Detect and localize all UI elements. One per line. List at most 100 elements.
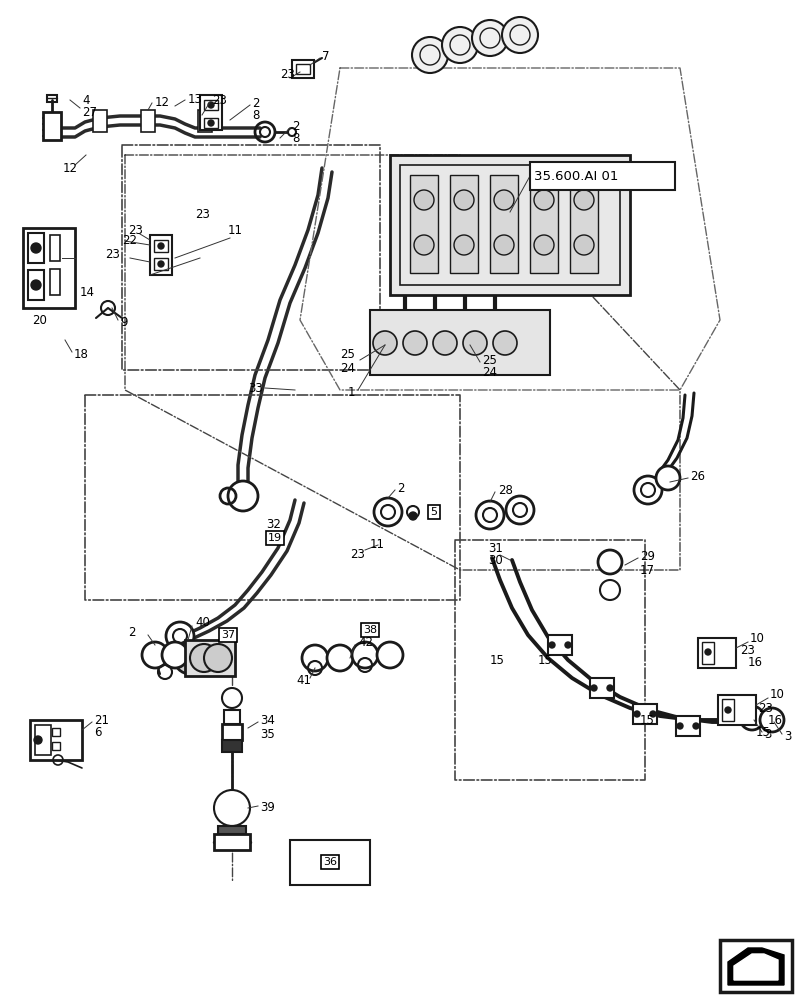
Text: 34: 34 <box>260 714 275 726</box>
Bar <box>28 270 44 300</box>
Circle shape <box>633 476 661 504</box>
Circle shape <box>372 331 397 355</box>
Text: 2: 2 <box>397 482 404 494</box>
Circle shape <box>655 466 679 490</box>
Bar <box>676 716 699 736</box>
Text: 33: 33 <box>247 381 263 394</box>
Text: 23: 23 <box>739 644 754 656</box>
Bar <box>719 940 791 992</box>
Bar <box>52 728 60 736</box>
Bar <box>296 64 310 74</box>
Text: 29: 29 <box>639 550 654 562</box>
Bar <box>633 704 656 724</box>
Text: 15: 15 <box>755 726 770 738</box>
Text: 30: 30 <box>487 554 502 566</box>
Text: 24: 24 <box>482 366 496 379</box>
Circle shape <box>548 642 554 648</box>
Circle shape <box>607 685 612 691</box>
Text: 25: 25 <box>340 349 354 361</box>
Circle shape <box>414 235 433 255</box>
Circle shape <box>31 280 41 290</box>
Text: 32: 32 <box>266 518 281 532</box>
Circle shape <box>462 331 487 355</box>
Circle shape <box>158 261 164 267</box>
Bar <box>217 826 246 834</box>
Bar <box>204 118 217 128</box>
Bar <box>198 110 212 132</box>
Circle shape <box>676 723 682 729</box>
Text: 2: 2 <box>292 120 299 133</box>
Text: 41: 41 <box>296 674 311 686</box>
Text: 23: 23 <box>350 548 364 562</box>
Circle shape <box>162 642 188 668</box>
Text: 8: 8 <box>251 109 259 122</box>
Bar <box>52 742 60 750</box>
Circle shape <box>493 235 513 255</box>
Circle shape <box>649 711 655 717</box>
Circle shape <box>202 642 234 674</box>
Circle shape <box>492 331 517 355</box>
Circle shape <box>190 644 217 672</box>
Circle shape <box>165 622 194 650</box>
Text: 24: 24 <box>340 361 354 374</box>
Bar <box>221 724 242 740</box>
Text: 1: 1 <box>348 385 355 398</box>
Bar <box>141 110 155 132</box>
Bar <box>35 725 51 755</box>
Bar <box>590 678 613 698</box>
Text: 8: 8 <box>292 132 299 145</box>
Circle shape <box>633 711 639 717</box>
Circle shape <box>599 580 620 600</box>
Text: 18: 18 <box>74 348 88 360</box>
Circle shape <box>414 190 433 210</box>
Circle shape <box>573 190 594 210</box>
Circle shape <box>327 645 353 671</box>
Circle shape <box>288 128 296 136</box>
Text: 5: 5 <box>430 507 437 517</box>
Bar <box>530 175 557 273</box>
Text: 13: 13 <box>188 93 203 106</box>
Circle shape <box>411 37 448 73</box>
Text: 28: 28 <box>497 484 513 496</box>
Text: 11: 11 <box>370 538 384 552</box>
Text: 31: 31 <box>487 542 502 554</box>
Text: 23: 23 <box>128 225 143 237</box>
Circle shape <box>453 190 474 210</box>
Bar <box>224 710 240 724</box>
Circle shape <box>471 20 508 56</box>
Bar <box>28 233 44 263</box>
Text: 10: 10 <box>749 632 764 645</box>
Bar <box>410 175 437 273</box>
Circle shape <box>564 642 570 648</box>
Bar <box>185 640 234 676</box>
Circle shape <box>208 102 214 108</box>
Text: 2: 2 <box>128 626 135 639</box>
Circle shape <box>432 331 457 355</box>
Bar <box>290 840 370 885</box>
Circle shape <box>692 723 698 729</box>
Text: 19: 19 <box>268 533 281 543</box>
Text: 23: 23 <box>757 702 772 714</box>
Bar <box>702 642 713 664</box>
Bar <box>721 699 733 721</box>
Text: 10: 10 <box>769 688 784 702</box>
Text: 12: 12 <box>155 96 169 109</box>
Bar <box>389 155 629 295</box>
Text: 40: 40 <box>195 615 209 629</box>
Circle shape <box>739 706 763 730</box>
Text: 42: 42 <box>358 636 372 648</box>
Polygon shape <box>733 954 777 980</box>
Polygon shape <box>727 948 783 985</box>
Text: 3: 3 <box>763 728 770 740</box>
Text: 25: 25 <box>482 354 496 366</box>
Bar <box>697 638 735 668</box>
Text: 21: 21 <box>94 714 109 726</box>
Circle shape <box>505 496 534 524</box>
Circle shape <box>406 506 418 518</box>
Bar <box>50 235 60 261</box>
Text: 11: 11 <box>228 224 242 236</box>
Bar <box>530 162 674 190</box>
Text: 9: 9 <box>120 316 127 328</box>
Text: 37: 37 <box>221 630 234 640</box>
Bar <box>214 834 250 850</box>
